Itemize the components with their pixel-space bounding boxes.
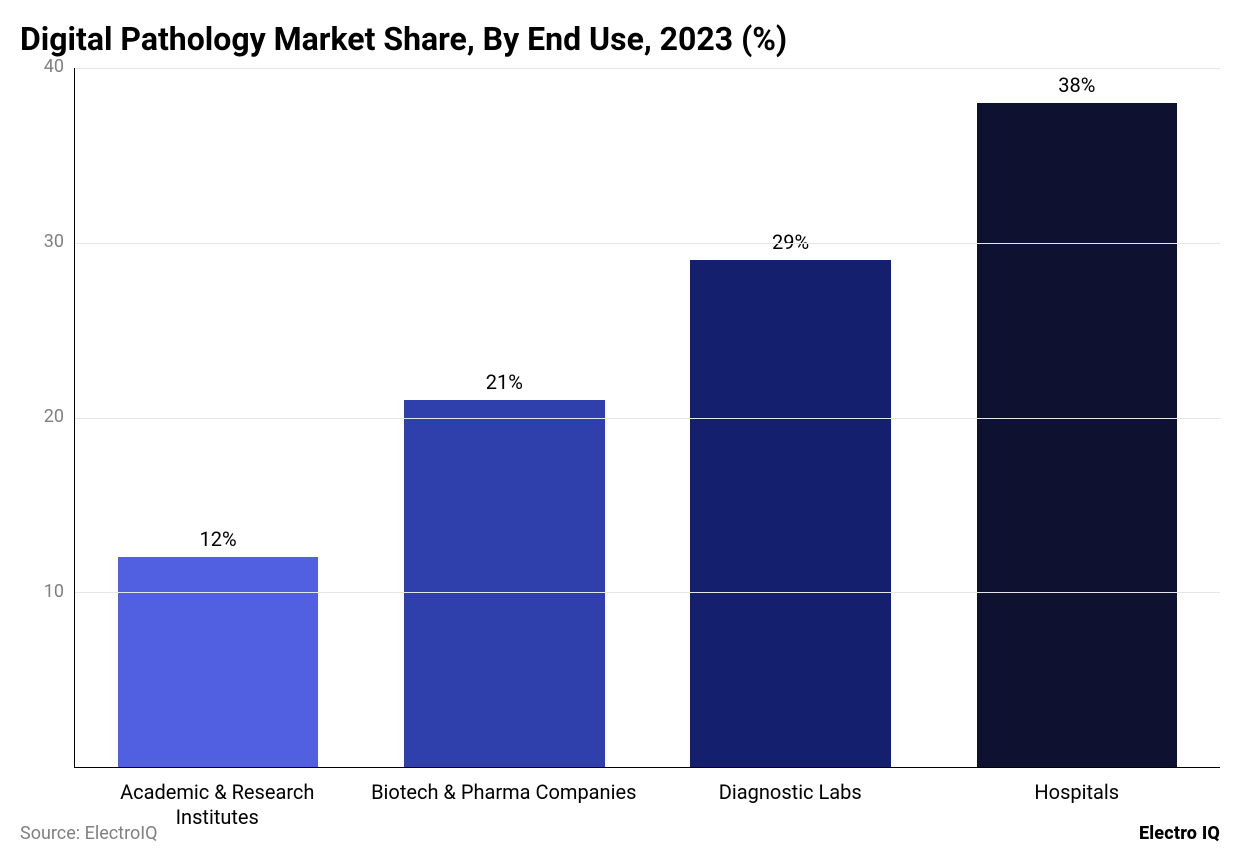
y-tick-label: 40 bbox=[30, 56, 70, 77]
chart-footer: Source: ElectroIQ Electro IQ bbox=[20, 823, 1220, 844]
source-text: Source: ElectroIQ bbox=[20, 823, 158, 844]
chart-title: Digital Pathology Market Share, By End U… bbox=[20, 20, 1220, 58]
bar-value-label: 12% bbox=[118, 527, 318, 551]
bar: 29% bbox=[690, 260, 890, 767]
bar: 21% bbox=[404, 400, 604, 767]
bar: 12% bbox=[118, 557, 318, 767]
grid-line bbox=[75, 243, 1220, 244]
y-tick-label: 30 bbox=[30, 231, 70, 252]
y-tick-label: 10 bbox=[30, 581, 70, 602]
bar: 38% bbox=[977, 103, 1177, 767]
x-axis-labels: Academic & Research InstitutesBiotech & … bbox=[74, 768, 1220, 830]
y-tick-label: 20 bbox=[30, 406, 70, 427]
grid-line bbox=[75, 68, 1220, 69]
brand-text: Electro IQ bbox=[1139, 823, 1220, 844]
bar-value-label: 21% bbox=[404, 370, 604, 394]
chart-area: 10203040 12%21%29%38% Academic & Researc… bbox=[30, 68, 1220, 768]
grid-line bbox=[75, 592, 1220, 593]
y-axis: 10203040 bbox=[30, 68, 70, 768]
grid-line bbox=[75, 418, 1220, 419]
chart-container: Digital Pathology Market Share, By End U… bbox=[0, 0, 1240, 862]
bar-value-label: 38% bbox=[977, 73, 1177, 97]
plot-area: 12% 21% 29% 38% bbox=[74, 68, 1220, 768]
